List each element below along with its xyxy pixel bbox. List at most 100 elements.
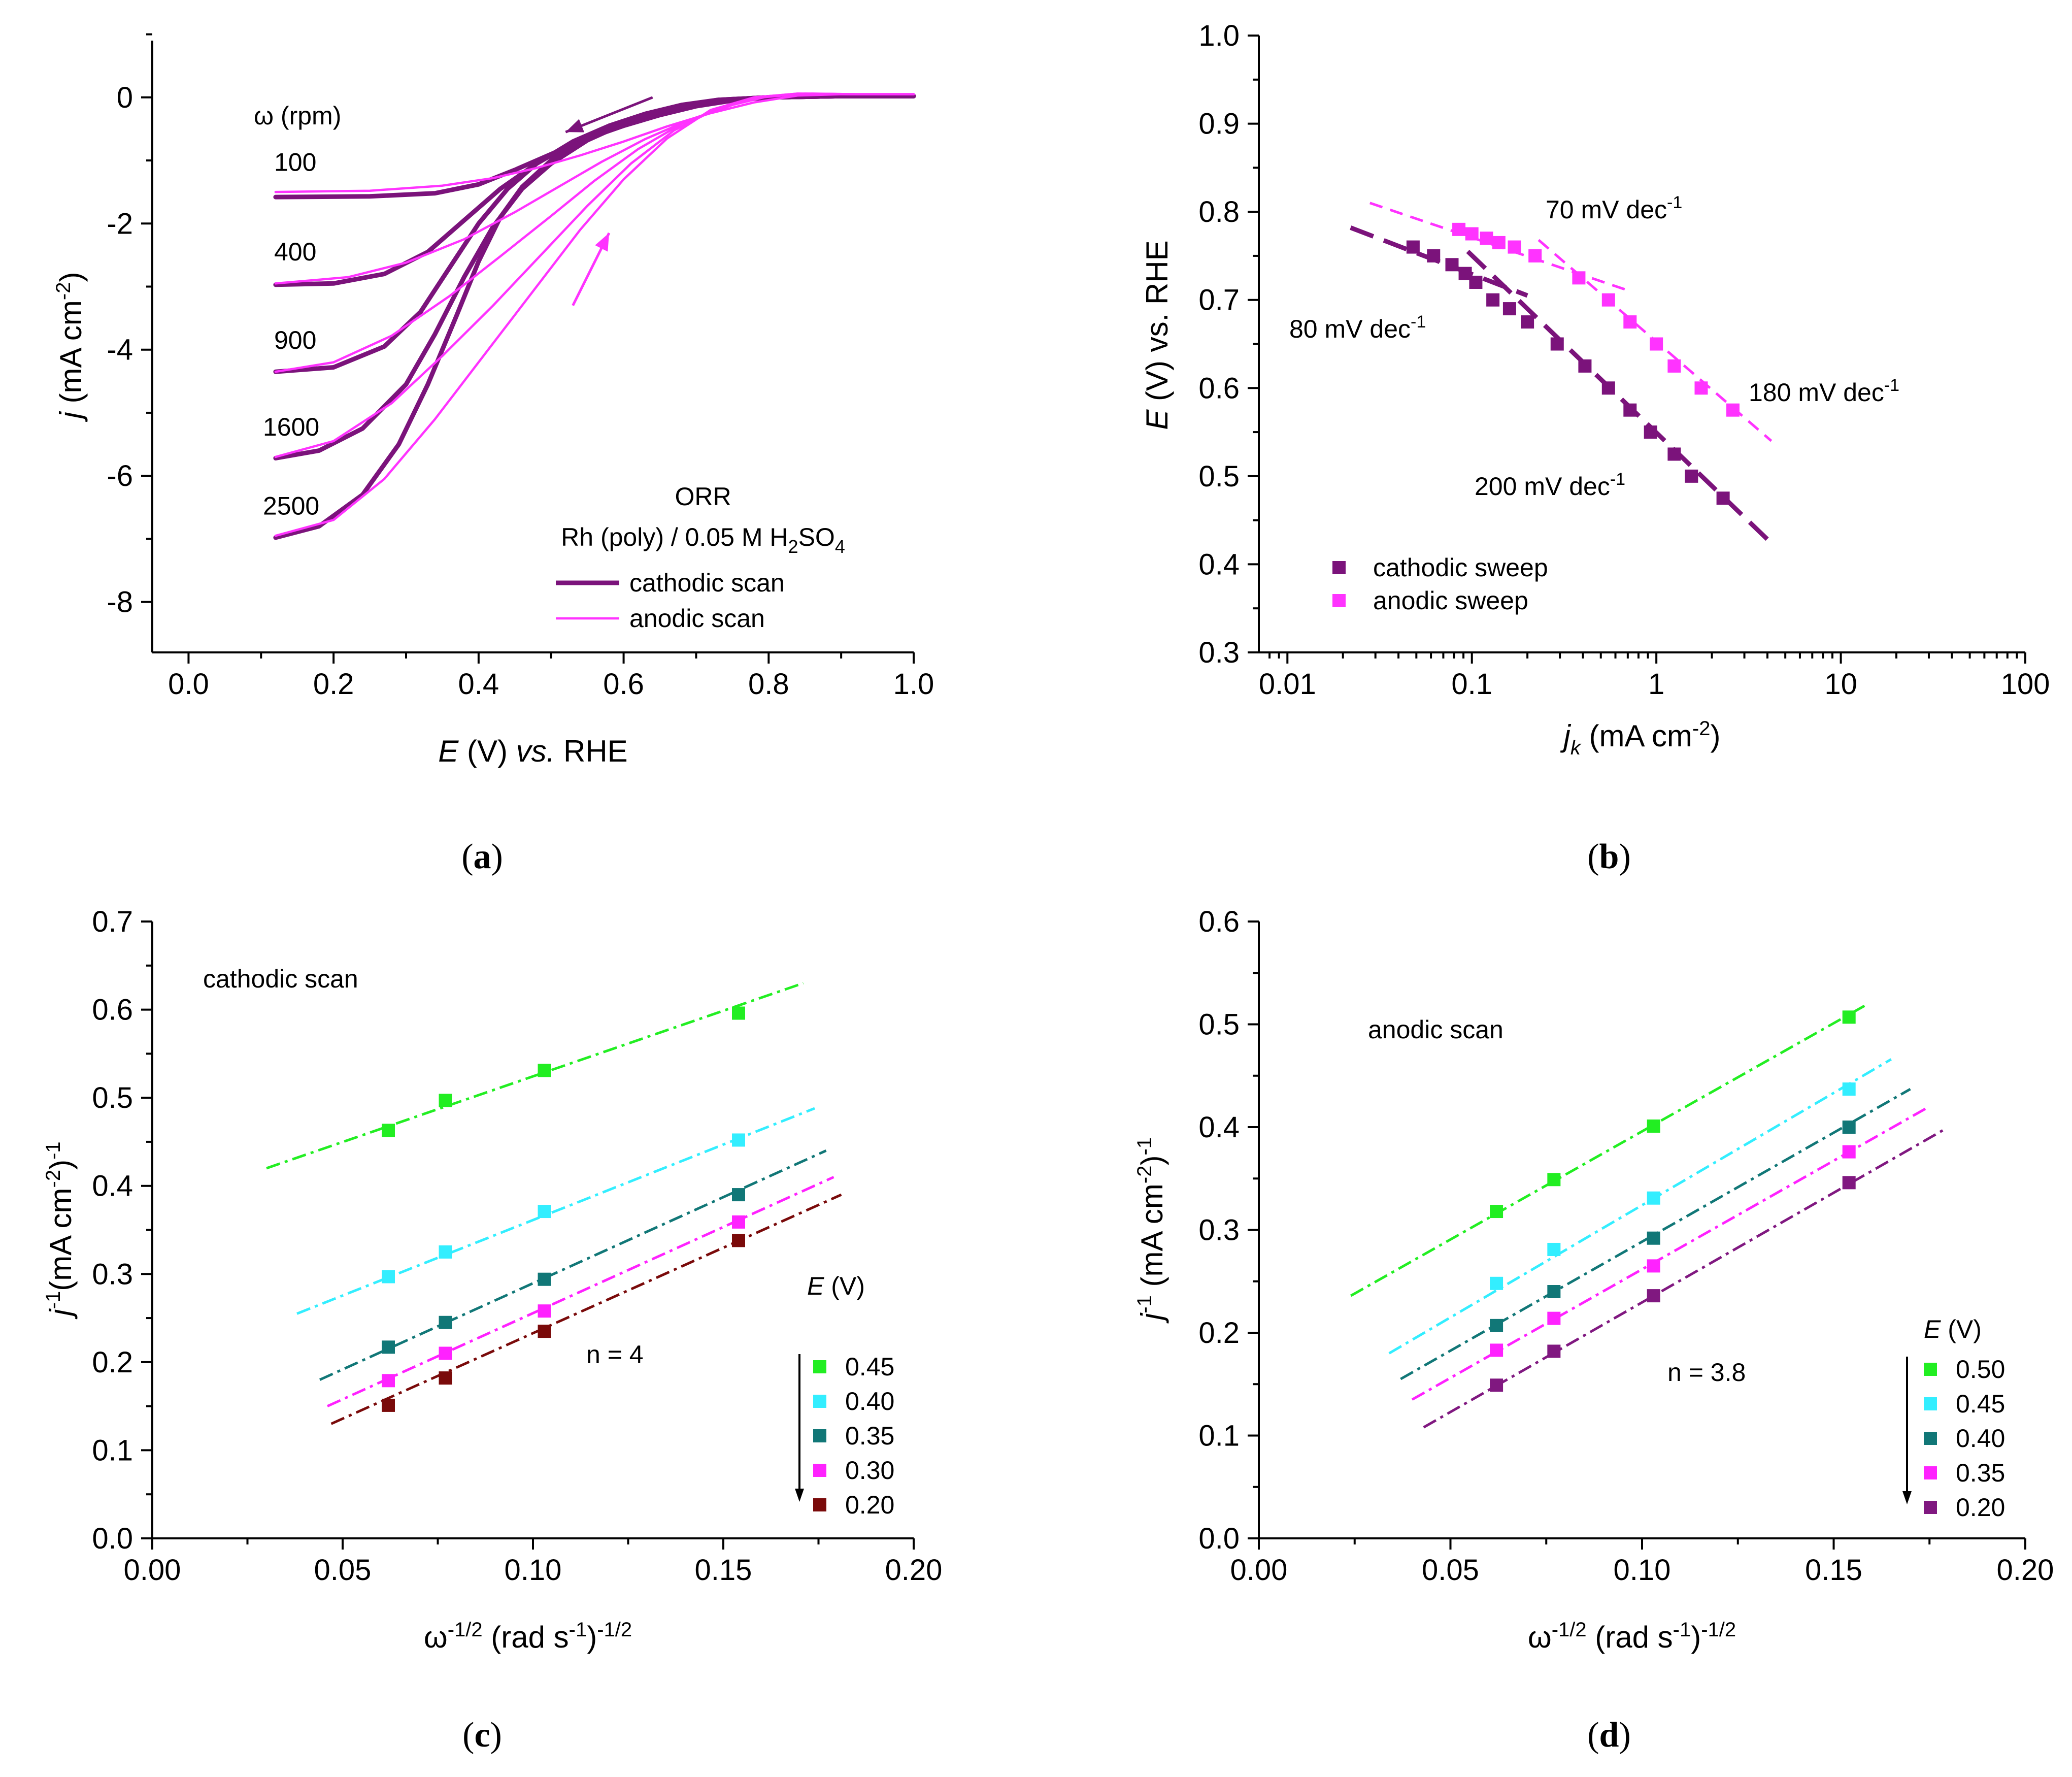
cathodic-curve-2500-rpm: [273, 93, 916, 540]
panel-b-y-tick-label: 0.5: [1198, 460, 1240, 493]
point-E-0.30: [538, 1304, 551, 1318]
panel-b-chart: 0.01 0.1 1 10 100 0.3 0.4 0.5 0.6 0.7 0.8 0.9 1.0 70…: [1140, 19, 2050, 876]
legend-marker-E-0.40: [1924, 1432, 1937, 1445]
point-E-0.45: [1490, 1276, 1503, 1290]
panel-b-y-tick-label: 0.3: [1198, 636, 1240, 669]
panel-c-x-axis-label: ω-1/2 (rad s-1)-1/2: [424, 1619, 632, 1654]
panel-d-x-tick-label: 0.15: [1805, 1554, 1862, 1587]
panel-b-slope-180: 180 mV dec-1: [1749, 376, 1899, 407]
panel-d-y-tick-label: 0.6: [1198, 905, 1240, 938]
panel-d-chart: 0.00 0.05 0.10 0.15 0.20 0.0 0.1 0.2 0.3 0.4 0.5 0.…: [1133, 905, 2054, 1755]
anodic-sweep-point: [1465, 227, 1479, 241]
panel-d-x-tick-label: 0.00: [1230, 1554, 1288, 1587]
point-E-0.35: [1547, 1311, 1561, 1325]
panel-a-y-tick-label: -8: [107, 586, 133, 619]
point-E-0.20: [1842, 1176, 1856, 1190]
point-E-0.45: [1547, 1242, 1561, 1256]
point-E-0.40: [1647, 1231, 1660, 1245]
panel-a-x-tick-label: 0.0: [168, 668, 209, 701]
point-E-0.40: [1490, 1319, 1503, 1332]
panel-b-caption: (b): [1587, 837, 1631, 876]
panel-a-chart: 0.0 0.2 0.4 0.6 0.8 1.0 0 -2 -4 -6 -8 ω (rpm) 100 4…: [52, 33, 934, 876]
cathodic-sweep-point: [1445, 258, 1459, 272]
cathodic-sweep-point: [1427, 249, 1441, 262]
point-E-0.45: [439, 1094, 452, 1107]
legend-label-cathodic: cathodic scan: [629, 569, 785, 597]
panel-a-y-tick-label: -4: [107, 334, 133, 367]
legend-label-anodic: anodic scan: [629, 604, 765, 633]
legend-label-E-0.45: 0.45: [845, 1353, 894, 1381]
panel-d-x-tick-label: 0.20: [1997, 1554, 2054, 1587]
legend-label-E-0.35: 0.35: [1956, 1459, 2005, 1487]
anodic-sweep-point: [1480, 232, 1493, 245]
panel-c-y-tick-label: 0.5: [92, 1081, 133, 1114]
panel-d-n-label: n = 3.8: [1667, 1358, 1746, 1387]
legend-marker-E-0.20: [813, 1498, 826, 1511]
fit-line-E-0.45: [266, 982, 804, 1170]
panel-b-x-axis-label: jk (mA cm-2): [1560, 717, 1721, 759]
panel-a-omega-header: ω (rpm): [254, 102, 341, 130]
panel-c-y-tick-label: 0.6: [92, 994, 133, 1027]
panel-d-y-tick-label: 0.0: [1198, 1522, 1240, 1555]
panel-c-n-label: n = 4: [586, 1340, 644, 1369]
legend-marker-cathodic: [1332, 561, 1346, 574]
point-E-0.40: [1842, 1121, 1856, 1134]
panel-b-y-tick-label: 0.9: [1198, 108, 1240, 141]
panel-b-y-axis-label: E (V) vs. RHE: [1140, 240, 1174, 430]
point-E-0.20: [538, 1325, 551, 1338]
panel-b-slope-80: 80 mV dec-1: [1289, 312, 1426, 343]
legend-marker-anodic: [1332, 594, 1346, 607]
panel-d-y-axis-label: j-1 (mA cm-2)-1: [1133, 1137, 1169, 1324]
panel-c-x-tick-label: 0.05: [314, 1554, 372, 1587]
panel-b-slope-70: 70 mV dec-1: [1546, 193, 1682, 224]
anodic-sweep-point: [1572, 271, 1586, 285]
cathodic-sweep-point: [1578, 359, 1592, 373]
panel-c-y-tick-label: 0.0: [92, 1522, 133, 1555]
point-E-0.50: [1490, 1205, 1503, 1219]
point-E-0.50: [1647, 1119, 1660, 1133]
cathodic-sweep-point: [1406, 240, 1420, 254]
anodic-curve-2500-rpm: [274, 92, 915, 537]
panel-a-y-tick-label: -2: [107, 207, 133, 240]
panel-c-caption: (c): [462, 1716, 502, 1755]
legend-label-anodic: anodic sweep: [1373, 586, 1528, 615]
panel-d-points: [1490, 1010, 1856, 1392]
legend-label-E-0.20: 0.20: [1956, 1493, 2005, 1522]
legend-label-E-0.40: 0.40: [845, 1387, 894, 1416]
panel-b-y-tick-label: 1.0: [1198, 19, 1240, 52]
panel-a-y-tick-label: -6: [107, 459, 133, 492]
fit-line-E-0.20: [1423, 1128, 1946, 1429]
anodic-sweep-point: [1528, 249, 1542, 262]
panel-c-scan-label: cathodic scan: [203, 965, 358, 993]
panel-c-x-tick-label: 0.00: [124, 1554, 181, 1587]
legend-marker-E-0.40: [813, 1395, 826, 1408]
panel-c-x-tick-label: 0.10: [505, 1554, 562, 1587]
cathodic-sweep-point: [1623, 403, 1637, 417]
legend-marker-E-0.50: [1924, 1363, 1937, 1376]
panel-d-x-tick-label: 0.05: [1422, 1554, 1479, 1587]
legend-marker-E-0.35: [1924, 1466, 1937, 1479]
panel-d-legend-title: E (V): [1924, 1315, 1982, 1343]
legend-label-E-0.40: 0.40: [1956, 1424, 2005, 1453]
point-E-0.40: [732, 1133, 745, 1147]
legend-label-E-0.35: 0.35: [845, 1422, 894, 1450]
legend-label-E-0.45: 0.45: [1956, 1390, 2005, 1418]
panel-a-x-tick-label: 0.2: [313, 668, 354, 701]
point-E-0.40: [1547, 1285, 1561, 1298]
rpm-label-900: 900: [274, 326, 316, 354]
panel-d-x-axis-label: ω-1/2 (rad s-1)-1/2: [1528, 1619, 1736, 1654]
panel-d-x-tick-label: 0.10: [1614, 1554, 1671, 1587]
panel-d-scan-label: anodic scan: [1368, 1015, 1503, 1044]
panel-a-y-tick-label: 0: [117, 81, 133, 114]
panel-a-title-orr: ORR: [675, 482, 731, 511]
panel-c-y-tick-label: 0.3: [92, 1258, 133, 1291]
panel-c-x-tick-label: 0.15: [695, 1554, 752, 1587]
point-E-0.45: [538, 1064, 551, 1077]
point-E-0.35: [439, 1315, 452, 1329]
legend-label-E-0.50: 0.50: [1956, 1355, 2005, 1384]
panel-c-points: [382, 1006, 745, 1412]
point-E-0.35: [1490, 1343, 1503, 1357]
legend-down-arrow-icon: [795, 1489, 804, 1502]
legend-marker-E-0.45: [1924, 1397, 1937, 1410]
panel-b-y-tick-label: 0.4: [1198, 548, 1240, 581]
